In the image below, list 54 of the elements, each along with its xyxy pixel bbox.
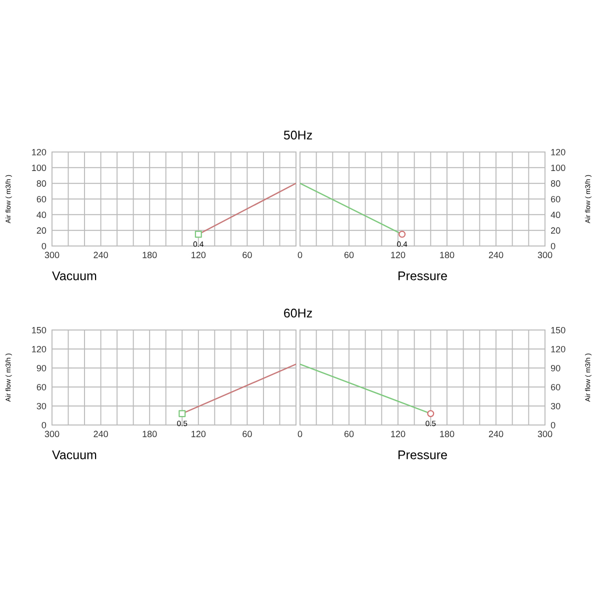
y-tick-label: 0 [550, 422, 556, 428]
y-tick-label: 60 [551, 196, 560, 202]
y-tick-label: 100 [551, 164, 566, 172]
x-tick-label: 60 [344, 252, 354, 258]
x-tick-label: 180 [440, 430, 454, 438]
y-tick-label: 30 [36, 402, 46, 410]
y-tick-label: 60 [36, 196, 46, 202]
x-tick-label: 120 [391, 430, 406, 438]
x-tick-label: 240 [488, 430, 504, 438]
y-tick-label: 40 [550, 212, 560, 218]
y-tick-label: 0 [42, 242, 46, 250]
x-tick-label: 120 [192, 430, 206, 438]
x-tick-label: 240 [488, 252, 504, 258]
x-tick-label: 240 [94, 252, 108, 258]
y-tick-label: 40 [36, 212, 46, 218]
x-tick-label: 60 [242, 252, 252, 258]
y-tick-label: 20 [551, 227, 560, 234]
x-tick-label: 300 [44, 252, 60, 258]
chart-title: 60Hz [284, 308, 312, 318]
x-tick-label: 60 [242, 430, 252, 438]
x-tick-label: 180 [142, 252, 157, 258]
y-tick-label: 100 [32, 164, 46, 172]
y-tick-label: 120 [32, 148, 46, 156]
y-tick-label: 90 [36, 364, 46, 372]
y-tick-label: 120 [551, 346, 566, 352]
x-tick-label: 300 [44, 430, 60, 438]
y-tick-label: 0 [42, 422, 46, 428]
x-axis-title: Pressure [398, 450, 447, 460]
y-tick-label: 150 [32, 326, 46, 334]
y-tick-label: 80 [550, 180, 560, 187]
x-axis-title: Pressure [398, 272, 447, 280]
x-tick-label: 300 [538, 252, 552, 258]
x-axis-title: Vacuum [52, 450, 96, 460]
y-tick-label: 20 [36, 227, 46, 234]
x-tick-label: 120 [192, 252, 206, 258]
y-tick-label: 90 [550, 364, 560, 372]
x-tick-label: 60 [344, 430, 354, 438]
y-tick-label: 30 [550, 402, 560, 410]
y-tick-label: 60 [551, 384, 560, 390]
y-tick-label: 120 [551, 148, 566, 156]
x-tick-label: 0 [298, 430, 302, 438]
x-tick-label: 180 [440, 252, 454, 258]
x-tick-label: 300 [538, 430, 552, 438]
y-tick-label: 120 [32, 346, 46, 352]
y-tick-label: 0 [550, 242, 556, 250]
x-tick-label: 180 [142, 430, 157, 438]
y-tick-label: 60 [36, 384, 46, 390]
y-tick-label: 150 [551, 326, 566, 334]
x-tick-label: 0 [298, 252, 302, 258]
x-tick-label: 240 [94, 430, 108, 438]
x-tick-label: 120 [391, 252, 406, 258]
x-axis-title: Vacuum [52, 272, 96, 280]
chart-title: 50Hz [284, 130, 312, 140]
y-tick-label: 80 [36, 180, 46, 187]
